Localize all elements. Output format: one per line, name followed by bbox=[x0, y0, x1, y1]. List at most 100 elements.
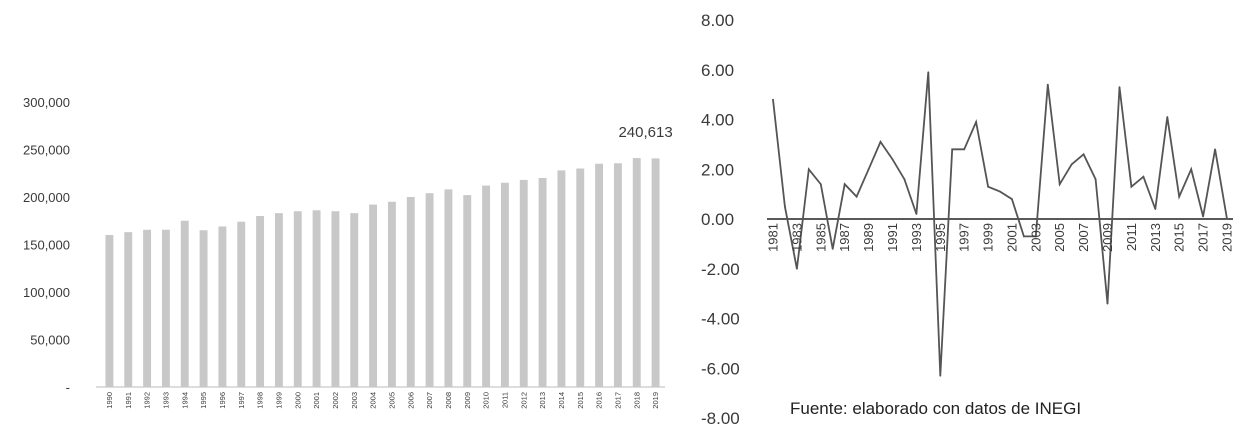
line-xtick-label: 2013 bbox=[1148, 223, 1163, 252]
bar bbox=[519, 179, 528, 387]
line-point bbox=[831, 247, 834, 250]
bar bbox=[632, 158, 641, 387]
bar-xtick-label: 2005 bbox=[387, 392, 396, 409]
line-xtick-label: 2011 bbox=[1124, 223, 1139, 251]
bar-ytick-label: 150,000 bbox=[23, 238, 70, 253]
bar bbox=[350, 213, 359, 387]
bar bbox=[651, 158, 660, 387]
line-point bbox=[807, 168, 810, 171]
bar bbox=[482, 185, 491, 387]
bar-ytick-label: 200,000 bbox=[23, 190, 70, 205]
bar bbox=[105, 235, 114, 387]
line-xtick-label: 1989 bbox=[861, 223, 876, 252]
bar bbox=[161, 229, 170, 387]
bar-xtick-label: 2017 bbox=[613, 392, 622, 409]
line-point bbox=[1094, 178, 1097, 181]
bar-xtick-label: 1995 bbox=[199, 392, 208, 409]
line-ytick-label: -6.00 bbox=[701, 359, 740, 378]
bar-xtick-label: 2016 bbox=[595, 392, 604, 409]
line-xtick-label: 2015 bbox=[1172, 223, 1187, 252]
line-point bbox=[1034, 235, 1037, 238]
bar-xtick-label: 2015 bbox=[576, 392, 585, 409]
bar-xtick-label: 2006 bbox=[406, 392, 415, 409]
line-ytick-label: 6.00 bbox=[701, 61, 734, 80]
line-ytick-label: 2.00 bbox=[701, 160, 734, 179]
bar-xtick-label: 1998 bbox=[256, 392, 265, 409]
bar bbox=[312, 210, 321, 387]
bar-xtick-label: 2019 bbox=[651, 392, 660, 409]
bar bbox=[444, 189, 453, 387]
bar-xtick-label: 1994 bbox=[180, 392, 189, 409]
bar-ytick-label: 100,000 bbox=[23, 285, 70, 300]
line-point bbox=[1118, 86, 1121, 89]
bar-xtick-label: 1997 bbox=[237, 392, 246, 409]
line-point bbox=[1058, 183, 1061, 186]
bar-xtick-label: 2003 bbox=[350, 392, 359, 409]
line-point bbox=[1046, 83, 1049, 86]
line-point bbox=[1011, 198, 1013, 201]
bar bbox=[331, 211, 340, 387]
line-point bbox=[1178, 195, 1181, 198]
bar-xtick-label: 1991 bbox=[124, 392, 133, 409]
line-ytick-label: 4.00 bbox=[701, 111, 734, 130]
line-chart: 8.00 6.00 4.00 2.00 0.00 -2.00 -4.00 -6.00 -8.00… bbox=[701, 11, 1235, 428]
bar bbox=[237, 221, 246, 387]
line-point bbox=[975, 121, 978, 123]
bar-xtick-label: 2001 bbox=[312, 392, 321, 409]
bar-xtick-label: 2013 bbox=[538, 392, 547, 409]
bar bbox=[557, 170, 566, 387]
line-point bbox=[867, 168, 870, 171]
line-point bbox=[939, 374, 942, 377]
line-xtick-label: 2017 bbox=[1196, 223, 1211, 252]
line-point bbox=[1214, 148, 1216, 151]
bar-xtick-label: 2002 bbox=[331, 392, 340, 409]
line-point bbox=[951, 148, 954, 151]
bar bbox=[124, 232, 133, 387]
line-ytick-label: 0.00 bbox=[701, 210, 734, 229]
bar bbox=[538, 178, 547, 387]
line-point bbox=[1154, 208, 1157, 210]
line-xtick-label: 1991 bbox=[885, 223, 900, 252]
bar-ytick-label: - bbox=[66, 380, 70, 395]
line-xtick-label: 1981 bbox=[766, 223, 781, 252]
bar bbox=[143, 229, 152, 387]
bar bbox=[199, 230, 208, 387]
line-point bbox=[999, 190, 1001, 193]
line-point bbox=[963, 148, 966, 151]
bar bbox=[256, 216, 265, 387]
line-point bbox=[1106, 302, 1109, 305]
line-xtick-label: 2001 bbox=[1004, 223, 1019, 252]
line-point bbox=[1226, 218, 1228, 220]
line-ytick-label: -2.00 bbox=[701, 260, 740, 279]
line-ytick-label: -8.00 bbox=[701, 409, 740, 428]
line-xtick-label: 2019 bbox=[1220, 223, 1235, 252]
line-ytick-label: 8.00 bbox=[701, 11, 734, 30]
bar bbox=[387, 201, 396, 387]
line-point bbox=[1166, 116, 1169, 118]
bar-xtick-label: 1999 bbox=[274, 392, 283, 409]
line-point bbox=[855, 195, 858, 198]
line-ytick-label: -4.00 bbox=[701, 310, 740, 329]
bar bbox=[274, 213, 283, 387]
line-xtick-label: 1999 bbox=[981, 223, 996, 252]
bar-xtick-label: 1996 bbox=[218, 392, 227, 409]
line-xtick-label: 2007 bbox=[1076, 223, 1091, 252]
source-note: Fuente: elaborado con datos de INEGI bbox=[790, 399, 1081, 418]
bar bbox=[576, 168, 585, 387]
bar bbox=[425, 193, 434, 387]
line-point bbox=[1082, 153, 1085, 156]
line-point bbox=[784, 205, 786, 208]
line-point bbox=[772, 98, 774, 101]
bar bbox=[613, 163, 622, 387]
line-point bbox=[1202, 215, 1205, 218]
line-point bbox=[843, 183, 846, 186]
bar-xtick-label: 1993 bbox=[161, 392, 170, 409]
line-point bbox=[987, 185, 989, 188]
line-xtick-label: 1983 bbox=[789, 223, 804, 252]
bar-xtick-label: 2011 bbox=[500, 392, 509, 408]
bar-xtick-label: 1992 bbox=[143, 392, 152, 409]
line-xtick-label: 1987 bbox=[837, 223, 852, 252]
bar bbox=[500, 182, 509, 387]
line-point bbox=[927, 71, 930, 74]
